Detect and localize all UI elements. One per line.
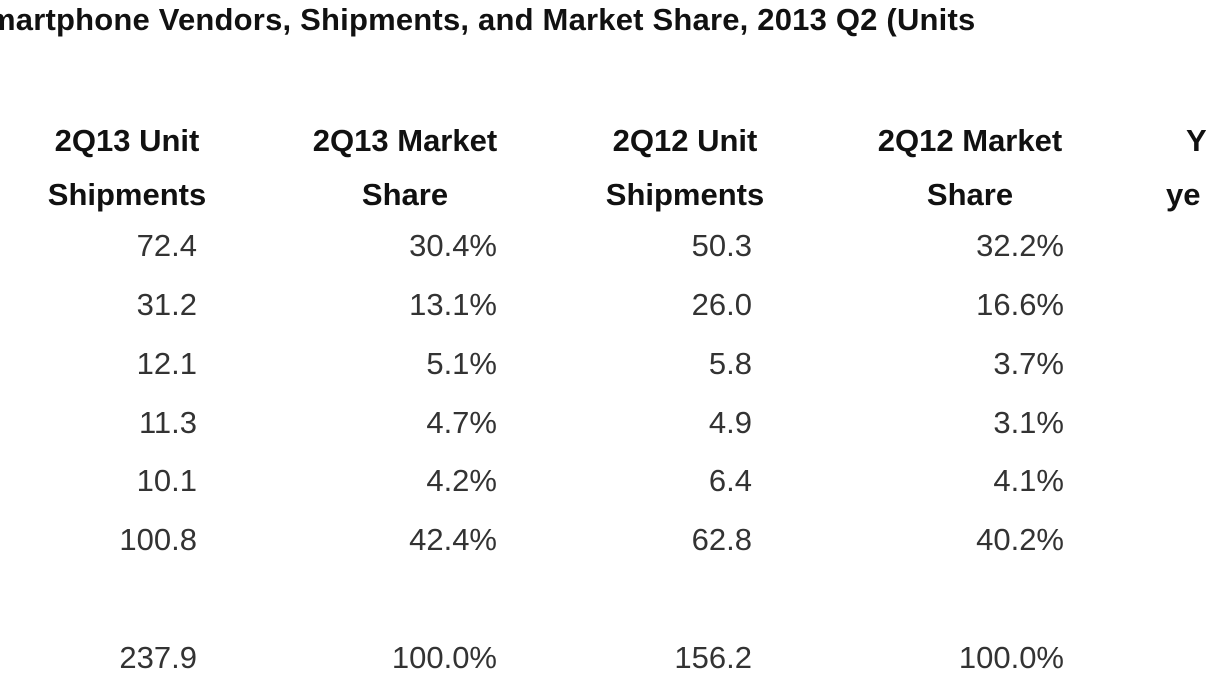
- column-header-2q12-unit-shipments: 2Q12 Unit Shipments: [580, 114, 790, 222]
- table-cell: 10.1: [136, 463, 197, 498]
- table-cell: 13.1%: [409, 287, 497, 322]
- table-cell: 100.8: [119, 522, 197, 557]
- column-header-line: 2Q13 Market: [312, 123, 498, 158]
- table-cell: 4.9: [708, 405, 752, 440]
- column-header-2q13-unit-shipments: 2Q13 Unit Shipments: [22, 114, 232, 222]
- table-cell: 31.2: [136, 287, 197, 322]
- table-cell: 4.1%: [993, 463, 1064, 498]
- table-cell: 26.0: [691, 287, 752, 322]
- column-header-2q12-market-share: 2Q12 Market Share: [850, 114, 1090, 222]
- table-cell: 40.2%: [976, 522, 1064, 557]
- table-cell: 62.8: [691, 522, 752, 557]
- column-header-line: 2Q13 Unit: [54, 123, 200, 158]
- table-cell: 100.0%: [958, 640, 1064, 675]
- table-cell: 11.3: [138, 405, 197, 440]
- column-header-line: Shipments: [47, 177, 207, 212]
- table-cell: 156.2: [674, 640, 752, 675]
- table-cell: 3.7%: [993, 346, 1064, 381]
- column-header-line: Y: [1186, 123, 1206, 158]
- table-cell: 5.1%: [426, 346, 497, 381]
- table-cell: 42.4%: [409, 522, 497, 557]
- table-cell: 72.4: [136, 228, 197, 263]
- table-title: martphone Vendors, Shipments, and Market…: [0, 2, 976, 37]
- table-cell: 5.8: [708, 346, 752, 381]
- column-header-2q13-market-share: 2Q13 Market Share: [285, 114, 525, 222]
- table-cell: 50.3: [691, 228, 752, 263]
- column-header-year-over-year-truncated: Y ye: [1166, 114, 1206, 222]
- column-header-line: 2Q12 Market: [877, 123, 1063, 158]
- column-header-line: ye: [1166, 177, 1201, 212]
- table-cell: 4.7%: [426, 405, 497, 440]
- column-header-line: Share: [926, 177, 1014, 212]
- table-cell: 237.9: [119, 640, 197, 675]
- column-header-line: Shipments: [605, 177, 765, 212]
- table-cell: 6.4: [708, 463, 752, 498]
- table-cell: 32.2%: [976, 228, 1064, 263]
- table-cell: 16.6%: [976, 287, 1064, 322]
- table-cell: 100.0%: [391, 640, 497, 675]
- column-header-line: 2Q12 Unit: [612, 123, 758, 158]
- table-cell: 3.1%: [993, 405, 1064, 440]
- table-cell: 4.2%: [426, 463, 497, 498]
- table-cell: 30.4%: [409, 228, 497, 263]
- column-header-line: Share: [361, 177, 449, 212]
- table-cell: 12.1: [136, 346, 197, 381]
